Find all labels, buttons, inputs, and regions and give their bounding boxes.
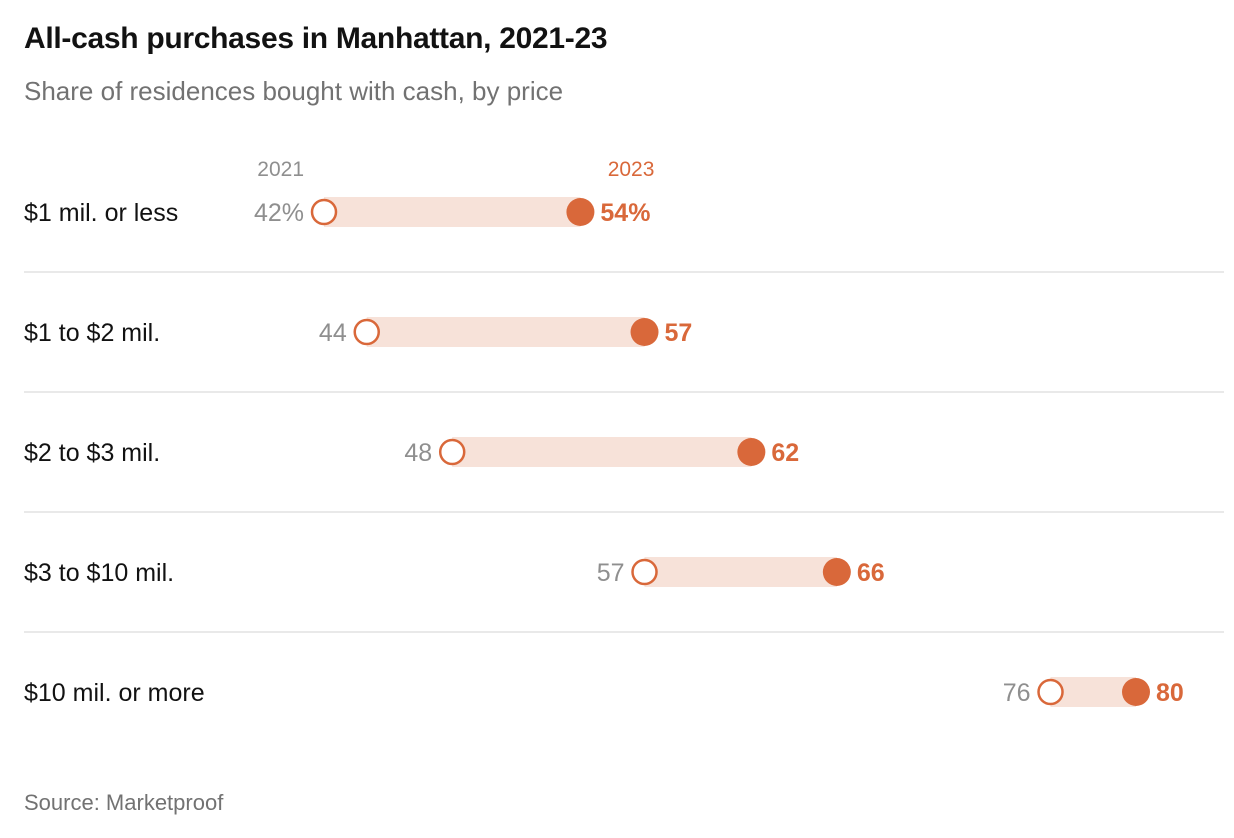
range-band: [1050, 677, 1136, 707]
range-band: [452, 437, 752, 467]
range-band: [366, 317, 645, 347]
category-label: $10 mil. or more: [24, 679, 205, 707]
dot-2021: [438, 438, 466, 466]
value-label-2021: 44: [319, 319, 347, 347]
legend-2023-label: 2023: [608, 158, 655, 181]
dot-2023: [630, 318, 659, 346]
legend-2021-label: 2021: [257, 158, 304, 181]
value-label-2021: 42%: [254, 199, 304, 227]
dot-2023: [822, 558, 851, 586]
dot-2023: [1122, 678, 1150, 706]
category-label: $1 to $2 mil.: [24, 319, 160, 347]
range-band: [324, 197, 581, 227]
value-label-2023: 80: [1156, 679, 1184, 707]
category-label: $3 to $10 mil.: [24, 559, 174, 587]
dot-2023: [566, 198, 595, 226]
dot-2021: [631, 558, 658, 586]
chart-subtitle: Share of residences bought with cash, by…: [24, 76, 564, 106]
chart-title: All-cash purchases in Manhattan, 2021-23: [24, 22, 608, 55]
value-label-2023: 62: [771, 439, 799, 467]
dot-2021: [1037, 678, 1064, 706]
value-label-2023: 66: [857, 559, 885, 587]
dot-2021: [310, 198, 338, 226]
category-label: $1 mil. or less: [24, 199, 178, 227]
value-label-2021: 76: [1003, 679, 1031, 707]
value-label-2021: 48: [404, 439, 432, 467]
value-label-2021: 57: [597, 559, 625, 587]
dot-plot-chart: 2021 2023 $1 mil. or less 42% 54% $1 to $2 mi…: [24, 158, 1224, 707]
value-label-2023: 54%: [600, 199, 650, 227]
range-band: [644, 557, 837, 587]
category-label: $2 to $3 mil.: [24, 439, 160, 467]
dot-2021: [353, 318, 380, 346]
dot-2023: [737, 438, 766, 466]
value-label-2023: 57: [665, 319, 693, 347]
source-note: Source: Marketproof: [24, 790, 224, 815]
